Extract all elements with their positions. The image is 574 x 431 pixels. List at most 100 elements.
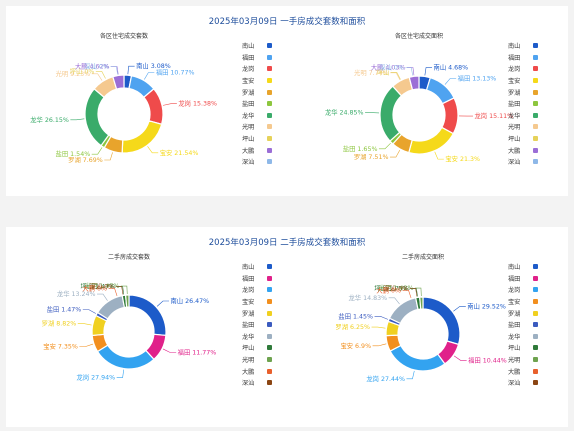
legend-swatch [533, 124, 538, 130]
legend-swatch [267, 345, 272, 351]
legend-item-6[interactable]: 龙华 [242, 110, 272, 122]
legend-item-6[interactable]: 龙华 [508, 110, 538, 122]
legend-right-1: 南山 福田 龙岗 宝安 罗湖 盐田 龙华 坪山 光明 大鹏 深汕 [508, 261, 538, 389]
legend-swatch [533, 147, 538, 153]
label-leader-9 [402, 290, 412, 299]
legend-item-5[interactable]: 盐田 [242, 319, 272, 331]
slice-label-8: 光明 1.42% [379, 283, 414, 292]
legend-label: 福田 [242, 54, 255, 62]
legend-item-10[interactable]: 深汕 [242, 156, 272, 168]
legend-label: 罗湖 [508, 89, 521, 97]
slice-label-3: 宝安 21.54% [160, 148, 199, 157]
legend-item-5[interactable]: 盐田 [242, 98, 272, 110]
legend-item-0[interactable]: 南山 [242, 40, 272, 52]
legend-item-1[interactable]: 福田 [508, 273, 538, 285]
legend-item-2[interactable]: 龙岗 [508, 284, 538, 296]
legend-item-8[interactable]: 坪山 [508, 133, 538, 145]
legend-swatch [267, 275, 272, 281]
legend-label: 宝安 [508, 78, 521, 86]
legend-item-8[interactable]: 坪山 [242, 133, 272, 145]
label-leader-7 [91, 73, 103, 81]
legend-swatch [533, 368, 538, 374]
legend-label: 龙岗 [242, 287, 255, 295]
legend-item-3[interactable]: 宝安 [508, 296, 538, 308]
pie-slice-6 [379, 85, 403, 142]
slice-label-6: 龙华 14.83% [349, 293, 388, 302]
legend-swatch [267, 310, 272, 316]
legend-item-5[interactable]: 盐田 [508, 319, 538, 331]
legend-swatch [267, 43, 272, 49]
legend-swatch [267, 357, 272, 363]
legend-item-2[interactable]: 龙岗 [508, 63, 538, 75]
legend-swatch [533, 333, 538, 339]
slice-label-5: 盐田 1.54% [56, 149, 91, 158]
legend-swatch [267, 287, 272, 293]
label-leader-4 [77, 323, 92, 326]
legend-item-2[interactable]: 龙岗 [242, 63, 272, 75]
legend-item-0[interactable]: 南山 [508, 40, 538, 52]
label-leader-1 [144, 72, 155, 80]
legend-item-4[interactable]: 罗湖 [242, 86, 272, 98]
slice-label-8: 光明 1.47% [85, 281, 120, 290]
legend-item-1[interactable]: 福田 [242, 52, 272, 64]
slice-label-7: 光明 7.74% [354, 68, 389, 77]
legend-item-4[interactable]: 罗湖 [242, 307, 272, 319]
legend-item-6[interactable]: 龙华 [508, 331, 538, 343]
legend-item-4[interactable]: 罗湖 [508, 307, 538, 319]
legend-label: 宝安 [242, 78, 255, 86]
legend-swatch [533, 66, 538, 72]
legend-swatch [267, 264, 272, 270]
slice-label-4: 罗湖 6.25% [335, 322, 370, 331]
legend-label: 大鹏 [508, 147, 521, 155]
legend-item-4[interactable]: 罗湖 [508, 86, 538, 98]
pie-title: 二手房成交套数 [108, 253, 150, 261]
legend-item-9[interactable]: 大鹏 [508, 144, 538, 156]
label-leader-8 [414, 287, 422, 297]
legend-label: 光明 [242, 357, 255, 365]
legend-item-10[interactable]: 深汕 [508, 156, 538, 168]
legend-item-9[interactable]: 大鹏 [242, 365, 272, 377]
legend-label: 光明 [242, 124, 255, 132]
pie-slice-2 [96, 344, 155, 370]
legend-label: 盐田 [508, 101, 521, 109]
slice-label-9: 大鹏 4.03% [371, 62, 406, 71]
legend-item-0[interactable]: 南山 [242, 261, 272, 273]
legend-item-1[interactable]: 福田 [242, 273, 272, 285]
legend-swatch [533, 322, 538, 328]
legend-item-2[interactable]: 龙岗 [242, 284, 272, 296]
slice-label-3: 宝安 7.35% [43, 342, 78, 351]
legend-item-10[interactable]: 深汕 [508, 377, 538, 389]
slice-label-6: 龙华 13.24% [57, 289, 96, 298]
legend-item-7[interactable]: 坪山 [242, 342, 272, 354]
pie-slice-6 [84, 88, 110, 147]
slice-label-5: 盐田 1.47% [47, 305, 82, 314]
legend-item-5[interactable]: 盐田 [508, 98, 538, 110]
legend-label: 龙华 [242, 112, 255, 120]
legend-item-7[interactable]: 光明 [242, 121, 272, 133]
legend-label: 盐田 [242, 322, 255, 330]
legend-item-8[interactable]: 光明 [242, 354, 272, 366]
legend-swatch [533, 345, 538, 351]
pie-title: 二手房成交面积 [402, 253, 444, 261]
legend-item-7[interactable]: 坪山 [508, 342, 538, 354]
slice-label-9: 大鹏 0% [82, 283, 107, 292]
legend-item-3[interactable]: 宝安 [242, 75, 272, 87]
legend-label: 深汕 [508, 159, 521, 167]
legend-label: 南山 [242, 43, 255, 51]
slice-label-1: 福田 13.13% [458, 73, 497, 82]
legend-item-3[interactable]: 宝安 [508, 75, 538, 87]
slice-label-1: 福田 10.44% [468, 355, 507, 364]
legend-item-3[interactable]: 宝安 [242, 296, 272, 308]
legend-item-8[interactable]: 光明 [508, 354, 538, 366]
legend-item-10[interactable]: 深汕 [242, 377, 272, 389]
legend-item-1[interactable]: 福田 [508, 52, 538, 64]
legend-label: 福田 [242, 275, 255, 283]
slice-label-10: 深汕 0% [84, 62, 109, 71]
new-home-panel: 2025年03月09日 一手房成交套数和面积 各区住宅成交套数 南山 3.08% 福… [6, 6, 568, 196]
legend-item-9[interactable]: 大鹏 [508, 365, 538, 377]
legend-item-7[interactable]: 光明 [508, 121, 538, 133]
legend-swatch [533, 159, 538, 165]
legend-item-6[interactable]: 龙华 [242, 331, 272, 343]
legend-item-9[interactable]: 大鹏 [242, 144, 272, 156]
legend-item-0[interactable]: 南山 [508, 261, 538, 273]
